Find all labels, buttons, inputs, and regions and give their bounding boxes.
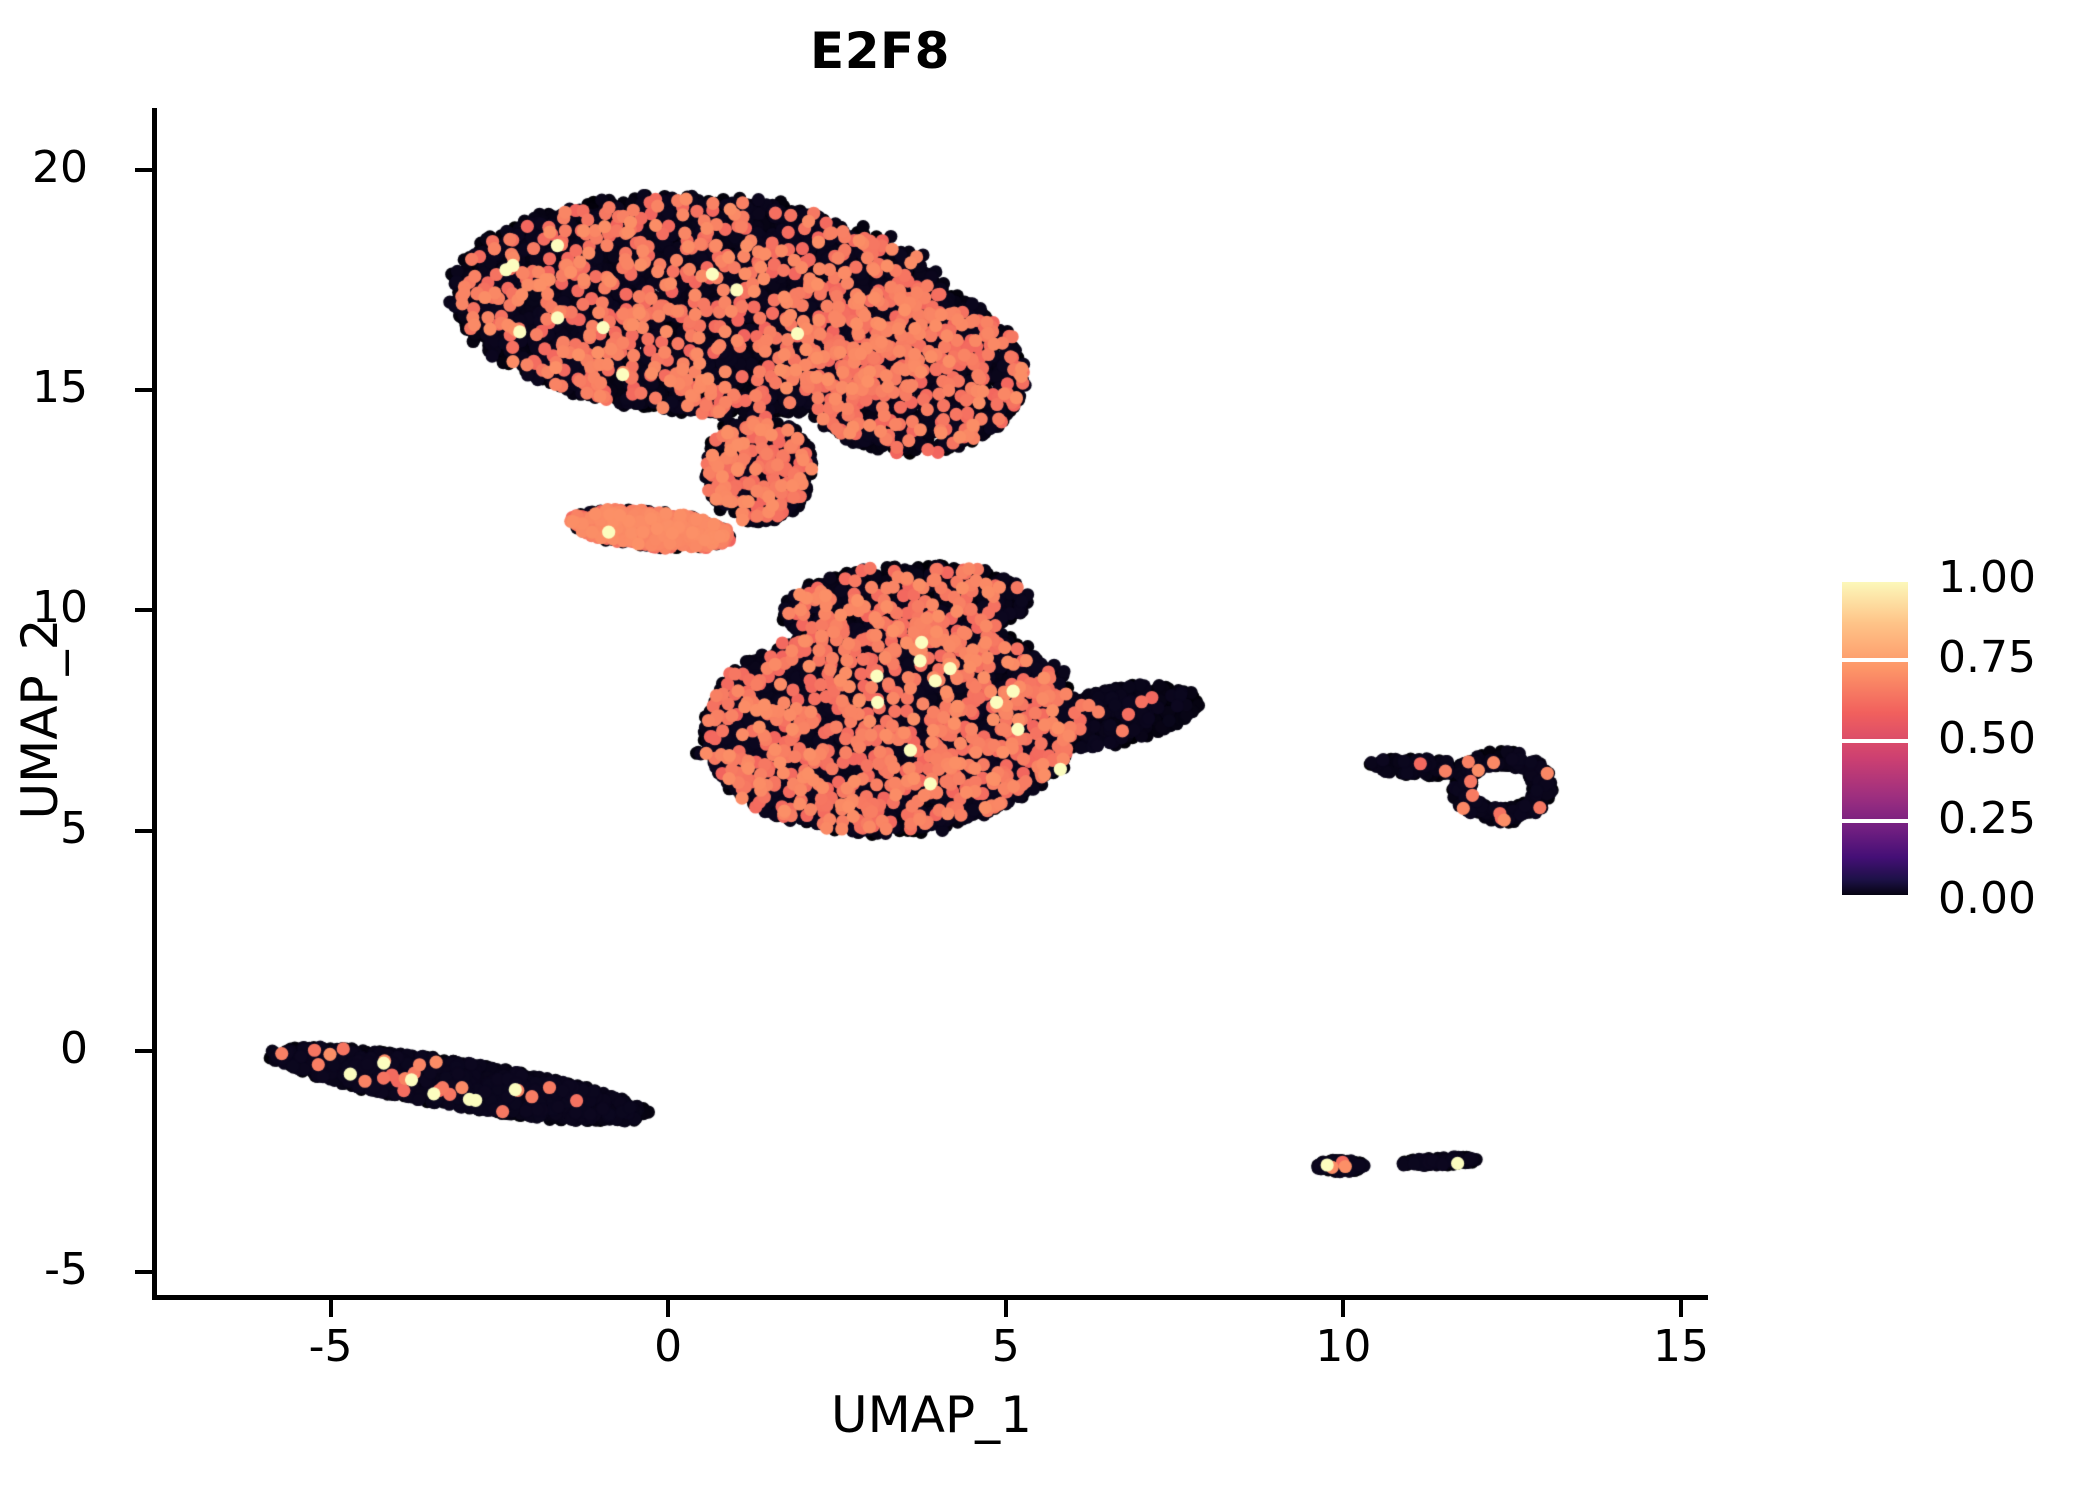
colorbar-tick-label: 0.75 [1938,632,2036,684]
x-axis-label: UMAP_1 [831,1386,1032,1444]
x-tick-label: 15 [1652,1321,1709,1372]
x-tick-mark [1678,1300,1683,1317]
scatter-plot-canvas [155,108,1708,1298]
colorbar-tick-label: 0.50 [1938,712,2036,764]
y-axis-spine [152,108,157,1300]
x-tick-label: 5 [991,1321,1020,1372]
x-tick-mark [1003,1300,1008,1317]
x-axis-spine [152,1295,1708,1300]
colorbar-tick-mark [1842,658,1908,663]
x-tick-label: -5 [308,1321,353,1372]
y-tick-mark [135,167,152,172]
colorbar-tick-label: 0.25 [1938,792,2036,844]
y-tick-label: 5 [60,802,88,854]
colorbar-tick-mark [1842,578,1908,582]
x-tick-mark [328,1300,333,1317]
colorbar-tick-mark [1842,895,1908,899]
y-tick-mark [135,608,152,613]
colorbar-tick-label: 0.00 [1938,873,2036,924]
y-tick-mark [135,1269,152,1274]
colorbar-tick-mark [1842,818,1908,823]
colorbar-tick-mark [1842,738,1908,743]
x-tick-mark [666,1300,671,1317]
x-tick-label: 0 [654,1321,683,1372]
x-tick-label: 10 [1315,1321,1372,1372]
y-tick-mark [135,828,152,833]
colorbar-tick-label: 1.00 [1938,552,2036,603]
y-tick-label: -5 [44,1243,88,1295]
y-tick-label: 0 [60,1023,88,1075]
page-title: E2F8 [810,22,950,80]
y-tick-mark [135,1049,152,1054]
x-tick-mark [1341,1300,1346,1317]
y-tick-label: 10 [32,582,88,634]
y-tick-label: 20 [32,141,88,193]
y-tick-mark [135,388,152,393]
y-tick-label: 15 [32,362,88,414]
y-axis-label: UMAP_2 [11,618,69,820]
